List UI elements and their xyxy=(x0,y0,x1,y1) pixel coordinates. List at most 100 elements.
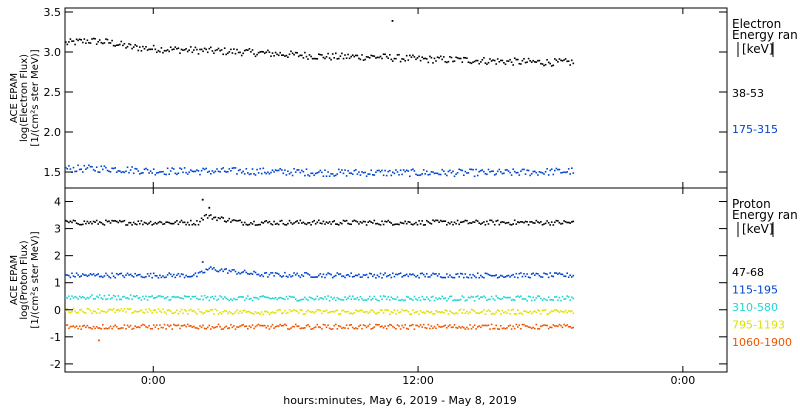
proton-data-point xyxy=(390,324,393,326)
proton-data-point xyxy=(476,272,479,274)
electron-data-point xyxy=(305,55,308,58)
electron-data-point xyxy=(268,51,271,53)
proton-data-point xyxy=(396,296,399,298)
proton-data-point xyxy=(240,312,243,314)
proton-data-point xyxy=(319,222,322,224)
proton-data-point xyxy=(331,276,334,279)
proton-data-point xyxy=(534,222,536,224)
electron-data-point xyxy=(307,174,309,176)
proton-data-point xyxy=(254,296,257,299)
proton-data-point xyxy=(376,274,379,277)
proton-data-point xyxy=(260,221,263,224)
proton-data-point xyxy=(126,224,129,226)
proton-data-point xyxy=(467,276,470,279)
proton-data-point xyxy=(297,312,300,314)
proton-data-point xyxy=(372,275,374,278)
proton-data-point xyxy=(233,269,235,271)
proton-data-point xyxy=(407,328,410,330)
electron-data-point xyxy=(260,172,263,175)
electron-data-point xyxy=(290,171,292,174)
electron-data-point xyxy=(66,43,69,46)
proton-data-point xyxy=(176,309,178,312)
electron-data-point xyxy=(382,53,385,55)
proton-data-point xyxy=(350,298,352,300)
proton-data-point xyxy=(154,274,157,277)
proton-data-point xyxy=(504,222,507,225)
proton-data-point xyxy=(112,308,115,310)
proton-data-point xyxy=(77,223,79,225)
proton-data-point xyxy=(219,295,221,297)
proton-data-point xyxy=(98,312,101,314)
proton-data-point xyxy=(509,276,511,278)
electron-data-point xyxy=(470,62,473,65)
electron-data-point xyxy=(188,171,190,173)
electron-data-point xyxy=(301,169,303,172)
electron-data-point xyxy=(119,43,121,46)
proton-data-point xyxy=(432,327,434,329)
electron-data-point xyxy=(140,172,143,174)
proton-data-point xyxy=(546,273,548,276)
electron-data-point xyxy=(336,173,339,175)
electron-data-point xyxy=(416,57,419,59)
proton-data-point xyxy=(299,276,302,279)
proton-data-point xyxy=(399,311,402,313)
proton-data-point xyxy=(111,219,113,222)
proton-data-point xyxy=(145,326,147,328)
proton-data-point xyxy=(143,312,146,314)
proton-data-point xyxy=(358,223,360,225)
proton-data-point xyxy=(279,275,281,277)
proton-data-point xyxy=(527,295,530,298)
proton-data-point xyxy=(395,328,397,330)
proton-data-point xyxy=(433,273,436,275)
proton-data-point xyxy=(444,297,447,299)
proton-data-point xyxy=(219,311,221,314)
proton-data-point xyxy=(368,323,371,326)
proton-data-point xyxy=(554,296,556,298)
proton-series-310-580 xyxy=(65,294,575,302)
proton-data-point xyxy=(267,221,269,224)
electron-data-point xyxy=(66,168,69,170)
electron-data-point xyxy=(233,167,235,169)
proton-data-point xyxy=(461,273,464,275)
proton-data-point xyxy=(71,325,73,328)
proton-data-point xyxy=(115,272,118,275)
proton-data-point xyxy=(159,220,161,223)
proton-data-point xyxy=(148,324,150,327)
proton-data-point xyxy=(128,274,130,276)
proton-data-point xyxy=(498,297,501,300)
electron-data-point xyxy=(321,171,323,174)
proton-data-point xyxy=(91,274,93,276)
proton-data-point xyxy=(341,327,343,329)
proton-data-point xyxy=(313,298,315,301)
electron-data-point xyxy=(183,49,186,51)
proton-y-tick-label: -2 xyxy=(50,358,61,371)
proton-data-point xyxy=(191,310,194,312)
proton-data-point xyxy=(319,273,322,275)
proton-data-point xyxy=(416,299,419,301)
electron-data-point xyxy=(222,53,224,56)
proton-data-point xyxy=(82,325,84,327)
proton-data-point xyxy=(503,311,505,314)
proton-data-point xyxy=(97,308,99,310)
proton-data-point xyxy=(210,328,212,330)
proton-data-point xyxy=(112,294,115,297)
proton-data-point xyxy=(358,310,360,313)
proton-data-point xyxy=(82,310,84,313)
electron-data-point xyxy=(114,45,116,47)
electron-data-point xyxy=(330,58,332,61)
electron-data-point xyxy=(554,58,556,60)
proton-data-point xyxy=(239,310,241,312)
proton-data-point xyxy=(328,221,331,223)
proton-data-point xyxy=(493,274,496,277)
electron-data-point xyxy=(356,54,359,57)
proton-data-point xyxy=(567,221,570,224)
proton-data-point xyxy=(566,221,568,224)
proton-data-point xyxy=(546,324,548,327)
proton-data-point xyxy=(140,299,143,301)
proton-data-point xyxy=(327,295,329,297)
proton-data-point xyxy=(322,220,325,223)
proton-data-point xyxy=(513,327,516,330)
proton-data-point xyxy=(208,324,211,327)
proton-data-point xyxy=(245,311,248,313)
plot-frames xyxy=(64,7,728,373)
